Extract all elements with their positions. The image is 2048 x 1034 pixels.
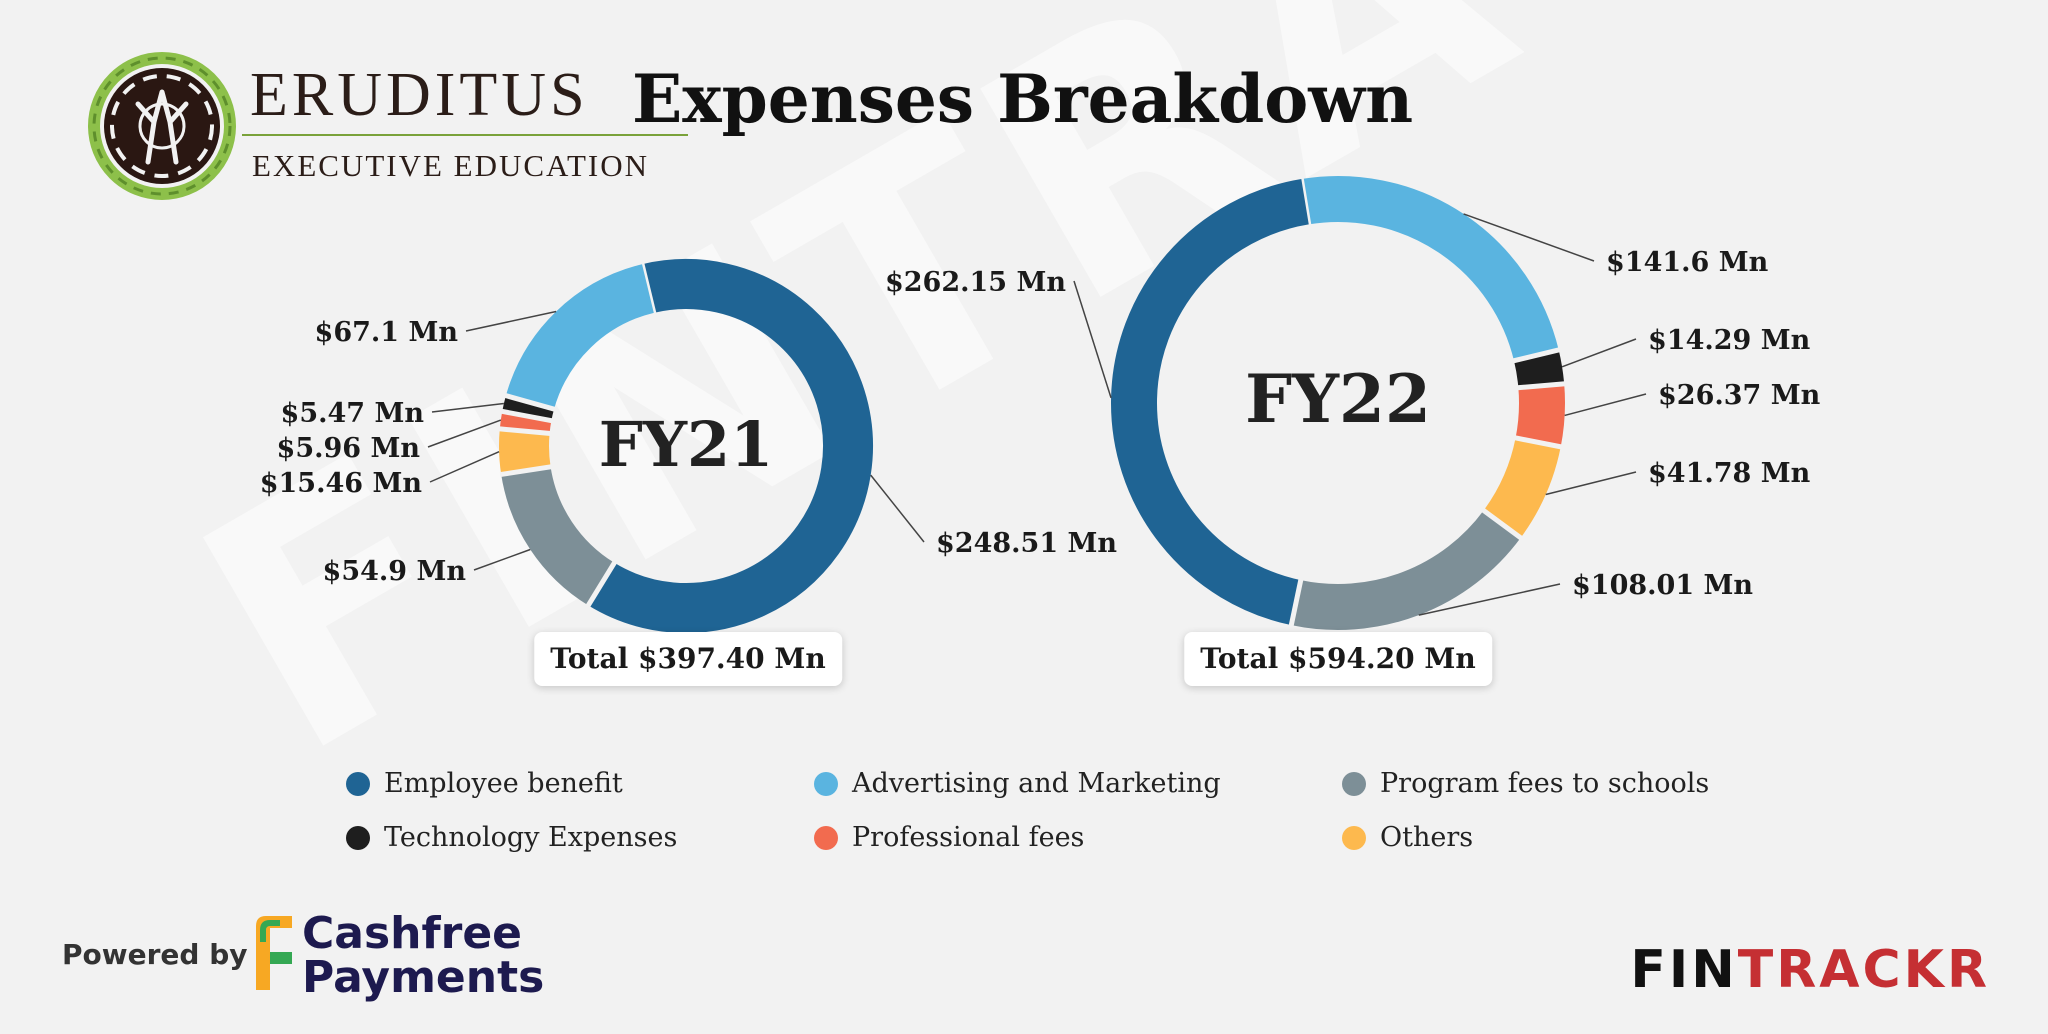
slice-separator xyxy=(1517,381,1566,391)
donut-slice xyxy=(1483,437,1561,538)
slice-separator xyxy=(1481,507,1523,541)
legend-label: Professional fees xyxy=(852,822,1085,853)
leader-line xyxy=(465,310,557,332)
leader-line xyxy=(1561,338,1637,368)
legend-dot xyxy=(814,825,838,850)
cashfree-logo-icon xyxy=(256,916,292,990)
slice-separator xyxy=(499,464,552,478)
data-label: $5.47 Mn xyxy=(281,398,425,429)
donut-slice xyxy=(499,428,551,475)
legend-dot xyxy=(1342,771,1366,796)
legend-dot xyxy=(814,771,838,796)
fy21-total-box: Total $397.40 Mn xyxy=(534,632,842,686)
sponsor-name-line2: Payments xyxy=(302,952,545,1003)
eruditus-logo: ERUDITUS EXECUTIVE EDUCATION xyxy=(88,52,688,204)
leader-line xyxy=(1463,213,1595,262)
slice-separator xyxy=(1514,435,1563,450)
legend-item: Employee benefit xyxy=(346,768,623,799)
brand-name: ERUDITUS xyxy=(250,61,589,129)
legend-item: Advertising and Marketing xyxy=(814,768,1221,799)
powered-by-label: Powered by xyxy=(62,938,248,971)
donut-slice xyxy=(1513,349,1565,389)
slice-separator xyxy=(500,408,553,424)
brand-tagline: EXECUTIVE EDUCATION xyxy=(252,148,650,183)
leader-line xyxy=(1545,471,1637,496)
legend-item: Others xyxy=(1342,822,1473,853)
center-label: FY22 xyxy=(1245,360,1431,438)
center-label: FY21 xyxy=(599,408,774,481)
data-label: $248.51 Mn xyxy=(936,528,1117,559)
data-label: $54.9 Mn xyxy=(323,556,467,587)
slice-separator xyxy=(498,426,551,437)
sponsor-name-line1: Cashfree xyxy=(302,908,523,959)
data-label: $41.78 Mn xyxy=(1648,458,1811,489)
brand-divider xyxy=(242,134,688,136)
sponsor-name: Cashfree Payments xyxy=(302,912,544,1000)
leader-line xyxy=(1564,393,1647,417)
fintrackr-logo: FINTRACKR xyxy=(1630,940,1990,1000)
legend: Employee benefit Advertising and Marketin… xyxy=(346,768,1746,888)
fy22-total-box: Total $594.20 Mn xyxy=(1184,632,1492,686)
donut-chart-fy22: $141.6 Mn $14.29 Mn $26.37 Mn $41.78 Mn $108… xyxy=(885,176,1821,630)
leader-line xyxy=(1073,280,1112,399)
leader-line xyxy=(431,402,504,413)
donut-slice xyxy=(588,259,873,633)
legend-label: Employee benefit xyxy=(384,768,623,799)
legend-label: Program fees to schools xyxy=(1380,768,1710,799)
slice-separator xyxy=(1512,347,1561,364)
footer-brand-part2: TRACKR xyxy=(1737,940,1990,1000)
legend-dot xyxy=(346,825,370,850)
leader-line xyxy=(429,450,500,483)
legend-label: Advertising and Marketing xyxy=(852,768,1221,799)
data-label: $141.6 Mn xyxy=(1606,247,1769,278)
leader-line xyxy=(1418,583,1561,616)
legend-item: Professional fees xyxy=(814,822,1084,853)
slice-separator xyxy=(585,560,618,608)
legend-label: Others xyxy=(1380,822,1474,853)
footer-brand-part1: FIN xyxy=(1630,940,1738,1000)
data-label: $262.15 Mn xyxy=(885,267,1066,298)
donut-slice xyxy=(1515,383,1565,447)
legend-item: Technology Expenses xyxy=(346,822,677,853)
leader-line xyxy=(427,419,502,448)
donut-slice xyxy=(1301,176,1559,362)
data-label: $108.01 Mn xyxy=(1572,570,1753,601)
page-title: Expenses Breakdown xyxy=(632,60,1414,138)
legend-dot xyxy=(1342,825,1366,850)
slice-separator xyxy=(1288,578,1304,627)
data-label: $14.29 Mn xyxy=(1648,325,1811,356)
legend-item: Program fees to schools xyxy=(1342,768,1709,799)
slice-separator xyxy=(504,392,556,412)
data-label: $67.1 Mn xyxy=(315,317,459,348)
data-label: $5.96 Mn xyxy=(277,433,421,464)
donut-slice xyxy=(1111,178,1309,626)
legend-dot xyxy=(346,771,370,796)
leader-line xyxy=(870,474,925,543)
leader-line xyxy=(473,548,531,571)
data-label: $15.46 Mn xyxy=(260,468,423,499)
donut-chart-fy21: $248.51 Mn $54.9 Mn $15.46 Mn $5.96 Mn $5.47… xyxy=(260,259,1117,633)
tree-emblem-icon xyxy=(88,52,236,200)
donut-slice xyxy=(501,466,615,606)
data-label: $26.37 Mn xyxy=(1658,380,1821,411)
legend-label: Technology Expenses xyxy=(384,822,678,853)
donut-slice xyxy=(505,264,655,410)
donut-slice xyxy=(1291,510,1521,630)
